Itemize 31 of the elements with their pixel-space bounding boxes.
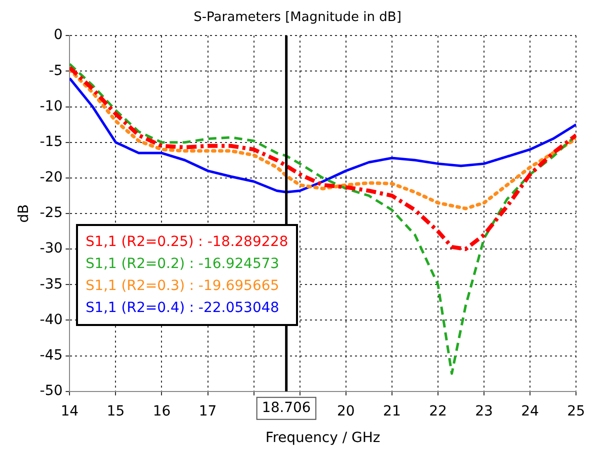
y-tick-label: -50 [40,383,63,400]
y-tick-label: -30 [40,240,63,257]
y-tick-label: -25 [40,205,63,222]
text: S1,1 (R2=0.3) : -19.695665 [86,277,280,296]
x-tick-label: 25 [567,403,586,420]
x-tick-label: 24 [521,403,540,420]
y-tick-label: -35 [40,276,63,292]
y-tick-label: 0 [54,27,63,44]
x-tick-label: 17 [198,403,217,420]
text: S1,1 (R2=0.4) : -22.053048 [86,299,280,318]
x-tick-label: 16 [152,403,171,420]
x-tick-label: 22 [429,403,447,420]
y-tick-label: -40 [40,312,63,328]
x-tick-label: 20 [336,403,355,420]
y-tick-label: -10 [40,98,63,114]
x-tick-label: 21 [383,403,401,420]
ref-line-label: 18.706 [262,400,311,416]
x-tick-label: 14 [60,403,79,420]
x-tick-label: 15 [106,403,125,420]
y-tick-label: -20 [40,170,63,186]
y-tick-label: -5 [48,62,63,79]
y-tick-label: -45 [40,347,63,364]
text: S1,1 (R2=0.2) : -16.924573 [86,255,280,274]
x-axis-title: Frequency / GHz [266,430,380,446]
line-series [70,68,576,210]
line-series [70,66,576,252]
text: S1,1 (R2=0.25) : -18.289228 [86,233,288,252]
y-tick-label: -15 [40,134,63,150]
chart-title: S-Parameters [Magnitude in dB] [194,10,402,26]
y-axis-title: dB [16,204,32,223]
x-tick-label: 23 [475,403,493,420]
